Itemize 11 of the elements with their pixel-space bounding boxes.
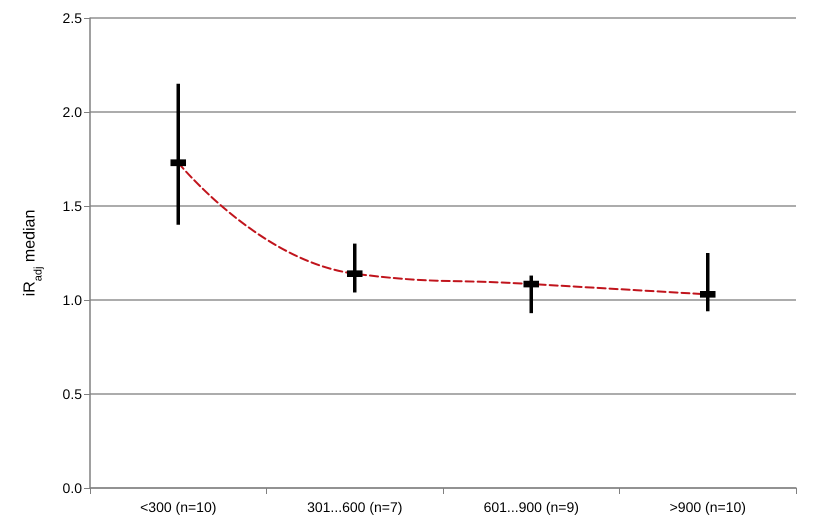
y-tick-label: 0.0 bbox=[62, 480, 82, 496]
y-tick-label: 1.5 bbox=[62, 198, 82, 214]
x-tick-label: 301...600 (n=7) bbox=[307, 499, 402, 515]
x-tick-label: 601...900 (n=9) bbox=[484, 499, 579, 515]
y-tick-label: 0.5 bbox=[62, 386, 82, 402]
y-tick-label: 2.5 bbox=[62, 10, 82, 26]
y-tick-label: 2.0 bbox=[62, 104, 82, 120]
x-tick-label: >900 (n=10) bbox=[670, 499, 746, 515]
y-axis-title: iRadj median bbox=[22, 210, 44, 296]
y-tick-label: 1.0 bbox=[62, 292, 82, 308]
x-tick-label: <300 (n=10) bbox=[140, 499, 216, 515]
